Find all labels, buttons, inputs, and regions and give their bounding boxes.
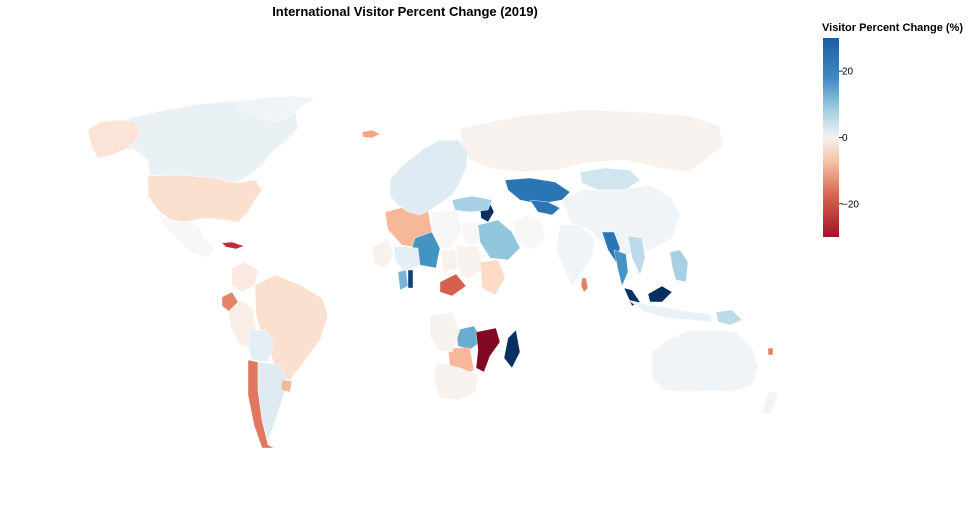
country-india [555,224,596,287]
legend-tick-label: −20 [842,199,859,210]
country-uruguay [280,379,293,393]
country-zambia [455,325,483,351]
country-uzbekistan [529,199,561,216]
country-russia [459,109,723,173]
country-angola [429,311,461,353]
country-mongolia [579,167,641,191]
country-united-states [147,174,263,223]
country-malaysia [623,285,673,307]
country-australia [651,329,759,393]
country-canada [94,99,299,184]
country-iceland [361,129,381,139]
map-title: International Visitor Percent Change (20… [272,4,538,19]
country-kazakhstan [504,177,571,205]
country-europe [389,139,469,216]
country-sudan [455,245,485,281]
country-ghana [407,269,414,289]
country-sri-lanka [580,277,589,293]
country-mauritania [371,237,395,269]
country-mali [393,245,421,273]
country-cote-d-ivoire [397,269,409,291]
country-mexico [157,211,216,259]
country-thailand [613,249,629,287]
country-central-african-republic [439,273,467,297]
country-bolivia [247,329,275,363]
country-colombia [231,261,259,293]
country-mozambique [475,327,501,373]
country-vietnam [627,235,646,276]
legend-tick-label: 20 [842,67,854,78]
country-philippines [669,249,689,283]
country-greenland [234,95,316,123]
legend-color-bar [823,38,839,237]
country-alaska [87,119,141,159]
legend-tick-label: 0 [842,133,848,144]
country-argentina [257,361,289,441]
country-saudi-arabia [477,219,521,261]
country-papua-new-guinea [715,309,743,326]
country-indonesia [627,299,713,323]
country-ethiopia [479,259,506,296]
country-turkey [451,195,493,213]
country-madagascar [503,329,521,369]
country-china [561,184,681,256]
country-fiji [767,347,774,356]
country-south-africa [433,361,479,401]
country-new-zealand [761,391,779,416]
country-iran [511,214,546,251]
country-chad [439,249,459,273]
country-cuba [221,241,245,250]
legend-title: Visitor Percent Change (%) [822,22,963,34]
country-egypt [461,221,483,247]
